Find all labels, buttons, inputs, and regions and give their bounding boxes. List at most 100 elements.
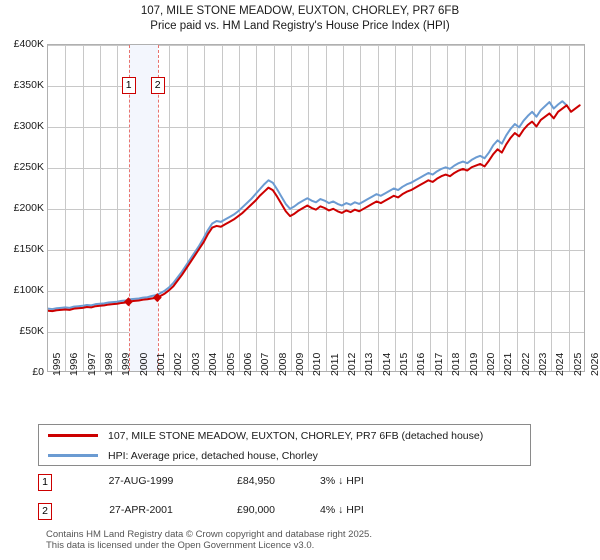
x-axis-tick-label: 2025: [571, 352, 584, 376]
gridline-vertical: [274, 45, 275, 371]
x-axis-tick-label: 2016: [415, 352, 428, 376]
x-axis-tick-label: 2007: [259, 352, 272, 376]
gridline-horizontal: [48, 250, 584, 251]
y-axis-tick-label: £300K: [13, 120, 44, 132]
gridline-horizontal: [48, 168, 584, 169]
gridline-vertical: [447, 45, 448, 371]
x-axis-tick-label: 2003: [189, 352, 202, 376]
gridline-vertical: [569, 45, 570, 371]
gridline-horizontal: [48, 291, 584, 292]
event-vertical-line: [157, 45, 159, 371]
x-axis-tick-label: 2018: [450, 352, 463, 376]
gridline-vertical: [534, 45, 535, 371]
chart-series-lines: [48, 45, 584, 371]
footer-attribution: Contains HM Land Registry data © Crown c…: [46, 529, 586, 551]
x-axis-tick-label: 2005: [224, 352, 237, 376]
x-axis-tick-label: 2002: [172, 352, 185, 376]
x-axis-tick-label: 2019: [467, 352, 480, 376]
x-axis-tick-label: 2022: [519, 352, 532, 376]
gridline-vertical: [482, 45, 483, 371]
legend-entry-price-paid: 107, MILE STONE MEADOW, EUXTON, CHORLEY,…: [39, 425, 483, 446]
y-axis-tick-label: £350K: [13, 79, 44, 91]
x-axis-tick-label: 1997: [85, 352, 98, 376]
x-axis-tick-label: 2012: [346, 352, 359, 376]
gridline-vertical: [169, 45, 170, 371]
y-axis-tick-label: £100K: [13, 284, 44, 296]
x-axis-tick-label: 2013: [363, 352, 376, 376]
x-axis-tick-label: 1998: [103, 352, 116, 376]
event-index-badge[interactable]: 2: [150, 77, 165, 94]
gridline-horizontal: [48, 45, 584, 46]
gridline-vertical: [308, 45, 309, 371]
transaction-index-badge: 2: [38, 503, 52, 520]
gridline-vertical: [430, 45, 431, 371]
transaction-date: 27-AUG-1999: [108, 475, 174, 487]
transaction-hpi-delta: 3% ↓ HPI: [320, 475, 364, 487]
x-axis-tick-label: 2006: [241, 352, 254, 376]
gridline-vertical: [204, 45, 205, 371]
gridline-vertical: [65, 45, 66, 371]
gridline-vertical: [412, 45, 413, 371]
event-index-badge[interactable]: 1: [121, 77, 136, 94]
event-vertical-line: [128, 45, 130, 371]
x-axis-tick-label: 2011: [328, 353, 341, 376]
gridline-vertical: [187, 45, 188, 371]
title-subtitle: Price paid vs. HM Land Registry's House …: [150, 20, 450, 32]
x-axis-tick-label: 2009: [293, 352, 306, 376]
legend-label-price-paid: 107, MILE STONE MEADOW, EUXTON, CHORLEY,…: [108, 429, 484, 442]
x-axis-tick-label: 2000: [137, 352, 150, 376]
gridline-vertical: [239, 45, 240, 371]
gridline-vertical: [517, 45, 518, 371]
x-axis-tick-label: 2020: [484, 352, 497, 376]
gridline-vertical: [83, 45, 84, 371]
gridline-vertical: [222, 45, 223, 371]
gridline-vertical: [256, 45, 257, 371]
x-axis-tick-label: 2023: [536, 352, 549, 376]
transaction-price: £84,950: [237, 475, 275, 487]
series-line-price-paid: [48, 105, 580, 311]
x-axis-tick-label: 1996: [68, 352, 81, 376]
legend-label-hpi: HPI: Average price, detached house, Chor…: [108, 449, 318, 462]
legend-swatch-hpi: [48, 454, 98, 457]
gridline-vertical: [100, 45, 101, 371]
transaction-date: 27-APR-2001: [109, 504, 173, 516]
x-axis-tick-label: 2015: [398, 352, 411, 376]
gridline-vertical: [378, 45, 379, 371]
y-axis-tick-label: £250K: [13, 161, 44, 173]
transaction-point-marker: [123, 297, 133, 307]
x-axis-tick-label: 2024: [554, 352, 567, 376]
series-line-hpi: [48, 101, 567, 309]
x-axis-tick-label: 1999: [120, 352, 133, 376]
title-address: 107, MILE STONE MEADOW, EUXTON, CHORLEY,…: [140, 5, 460, 17]
gridline-vertical: [465, 45, 466, 371]
gridline-vertical: [360, 45, 361, 371]
footer-copyright: Contains HM Land Registry data © Crown c…: [46, 529, 372, 540]
y-axis-tick-label: £400K: [13, 38, 44, 50]
gridline-horizontal: [48, 86, 584, 87]
event-range-band: [128, 45, 158, 371]
gridline-vertical: [117, 45, 118, 371]
transaction-hpi-delta: 4% ↓ HPI: [320, 504, 364, 516]
y-axis-tick-label: £150K: [13, 243, 44, 255]
x-axis-tick-label: 1995: [51, 352, 63, 376]
gridline-horizontal: [48, 127, 584, 128]
x-axis-tick-label: 2026: [589, 352, 600, 376]
gridline-vertical: [343, 45, 344, 371]
gridline-vertical: [499, 45, 500, 371]
x-axis-tick-label: 2010: [311, 352, 324, 376]
gridline-vertical: [395, 45, 396, 371]
x-axis-tick-label: 2021: [502, 352, 515, 376]
y-axis-tick-label: £200K: [13, 202, 44, 214]
y-axis-tick-label: £50K: [19, 325, 44, 337]
footer-licence: This data is licensed under the Open Gov…: [46, 540, 315, 551]
transaction-price: £90,000: [237, 504, 275, 516]
x-axis-tick-label: 2008: [276, 352, 289, 376]
gridline-horizontal: [48, 332, 584, 333]
y-axis-tick-label: £0: [32, 366, 44, 378]
page-title: 107, MILE STONE MEADOW, EUXTON, CHORLEY,…: [0, 4, 600, 34]
chart-legend: 107, MILE STONE MEADOW, EUXTON, CHORLEY,…: [38, 424, 531, 466]
transaction-index-badge: 1: [38, 474, 52, 491]
